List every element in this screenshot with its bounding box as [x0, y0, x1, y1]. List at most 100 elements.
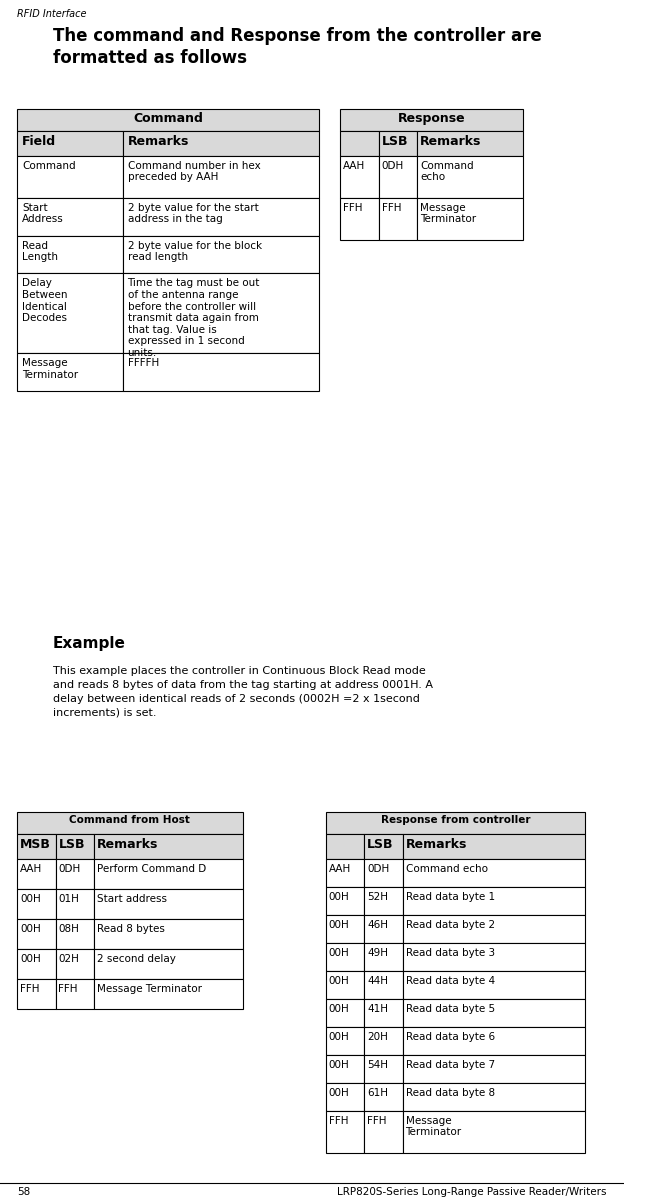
Bar [365, 999, 403, 1028]
Bar [417, 156, 523, 198]
Text: 00H: 00H [329, 948, 350, 958]
Text: Message
Terminator: Message Terminator [22, 359, 78, 380]
Bar [340, 131, 379, 156]
Bar [326, 944, 365, 971]
Bar [379, 156, 417, 198]
Text: FFH: FFH [20, 984, 40, 994]
Bar [18, 860, 55, 890]
Text: Read
Length: Read Length [22, 241, 58, 263]
Bar [403, 1083, 585, 1110]
Text: Response from controller: Response from controller [381, 815, 530, 825]
Bar [403, 915, 585, 944]
Text: AAH: AAH [20, 864, 42, 874]
Bar [365, 1055, 403, 1083]
Text: MSB: MSB [20, 838, 51, 851]
Text: This example places the controller in Continuous Block Read mode
and reads 8 byt: This example places the controller in Co… [53, 665, 433, 718]
Bar [18, 235, 123, 273]
Text: FFH: FFH [329, 1116, 348, 1126]
Text: FFH: FFH [59, 984, 78, 994]
Text: Remarks: Remarks [420, 134, 481, 147]
Bar [365, 887, 403, 915]
Text: Delay
Between
Identical
Decodes: Delay Between Identical Decodes [22, 278, 68, 324]
Bar [365, 915, 403, 944]
Text: Read data byte 1: Read data byte 1 [406, 892, 495, 903]
Bar [326, 835, 365, 860]
Text: 41H: 41H [367, 1004, 388, 1014]
Bar [417, 131, 523, 156]
Text: 00H: 00H [329, 1004, 350, 1014]
Text: Command: Command [133, 112, 203, 125]
Text: Read data byte 8: Read data byte 8 [406, 1087, 495, 1098]
Text: Read data byte 3: Read data byte 3 [406, 948, 495, 958]
Text: 0DH: 0DH [381, 161, 404, 170]
Text: 0DH: 0DH [59, 864, 81, 874]
Text: Remarks: Remarks [406, 838, 467, 851]
Text: Perform Command D: Perform Command D [97, 864, 206, 874]
Bar [403, 999, 585, 1028]
Text: 00H: 00H [329, 1060, 350, 1070]
Bar [18, 198, 123, 235]
Bar [403, 860, 585, 887]
Text: Read data byte 5: Read data byte 5 [406, 1004, 495, 1014]
Text: 52H: 52H [367, 892, 388, 903]
Text: 00H: 00H [329, 920, 350, 930]
Bar [18, 813, 243, 835]
Bar [123, 354, 319, 391]
Text: FFH: FFH [381, 203, 401, 212]
Text: Start
Address: Start Address [22, 203, 64, 224]
Text: 2 second delay: 2 second delay [97, 954, 176, 964]
Bar [18, 156, 123, 198]
Text: Read data byte 2: Read data byte 2 [406, 920, 495, 930]
Text: FFH: FFH [367, 1116, 387, 1126]
Text: Field: Field [22, 134, 56, 147]
Text: 0DH: 0DH [367, 864, 389, 874]
Text: 54H: 54H [367, 1060, 388, 1070]
Bar [403, 1055, 585, 1083]
Bar [18, 273, 123, 354]
Bar [403, 887, 585, 915]
Text: 61H: 61H [367, 1087, 388, 1098]
Bar [417, 198, 523, 240]
Bar [365, 971, 403, 999]
Text: 00H: 00H [20, 954, 41, 964]
Bar [123, 273, 319, 354]
Bar [403, 1110, 585, 1152]
Bar [123, 131, 319, 156]
Bar [365, 835, 403, 860]
Bar [123, 156, 319, 198]
Text: Response: Response [398, 112, 465, 125]
Text: 02H: 02H [59, 954, 79, 964]
Text: Read data byte 7: Read data byte 7 [406, 1060, 495, 1070]
Bar [94, 835, 243, 860]
Bar [55, 890, 94, 920]
Bar [340, 156, 379, 198]
Bar [379, 131, 417, 156]
Text: Command
echo: Command echo [420, 161, 473, 182]
Bar [365, 1028, 403, 1055]
Text: 20H: 20H [367, 1032, 388, 1042]
Bar [18, 980, 55, 1010]
Text: 2 byte value for the start
address in the tag: 2 byte value for the start address in th… [128, 203, 258, 224]
Bar [18, 890, 55, 920]
Bar [326, 860, 365, 887]
Bar [340, 109, 523, 131]
Bar [326, 915, 365, 944]
Bar [123, 235, 319, 273]
Bar [365, 860, 403, 887]
Text: FFH: FFH [343, 203, 363, 212]
Text: 00H: 00H [329, 1032, 350, 1042]
Bar [55, 980, 94, 1010]
Bar [365, 1110, 403, 1152]
Bar [94, 980, 243, 1010]
Bar [365, 1083, 403, 1110]
Text: RFID Interface: RFID Interface [18, 8, 87, 19]
Bar [123, 198, 319, 235]
Text: LRP820S-Series Long-Range Passive Reader/Writers: LRP820S-Series Long-Range Passive Reader… [337, 1187, 607, 1197]
Bar [55, 835, 94, 860]
Bar [326, 999, 365, 1028]
Text: 00H: 00H [329, 892, 350, 903]
Text: Time the tag must be out
of the antenna range
before the controller will
transmi: Time the tag must be out of the antenna … [128, 278, 260, 359]
Text: Command from Host: Command from Host [70, 815, 190, 825]
Bar [18, 835, 55, 860]
Bar [18, 109, 319, 131]
